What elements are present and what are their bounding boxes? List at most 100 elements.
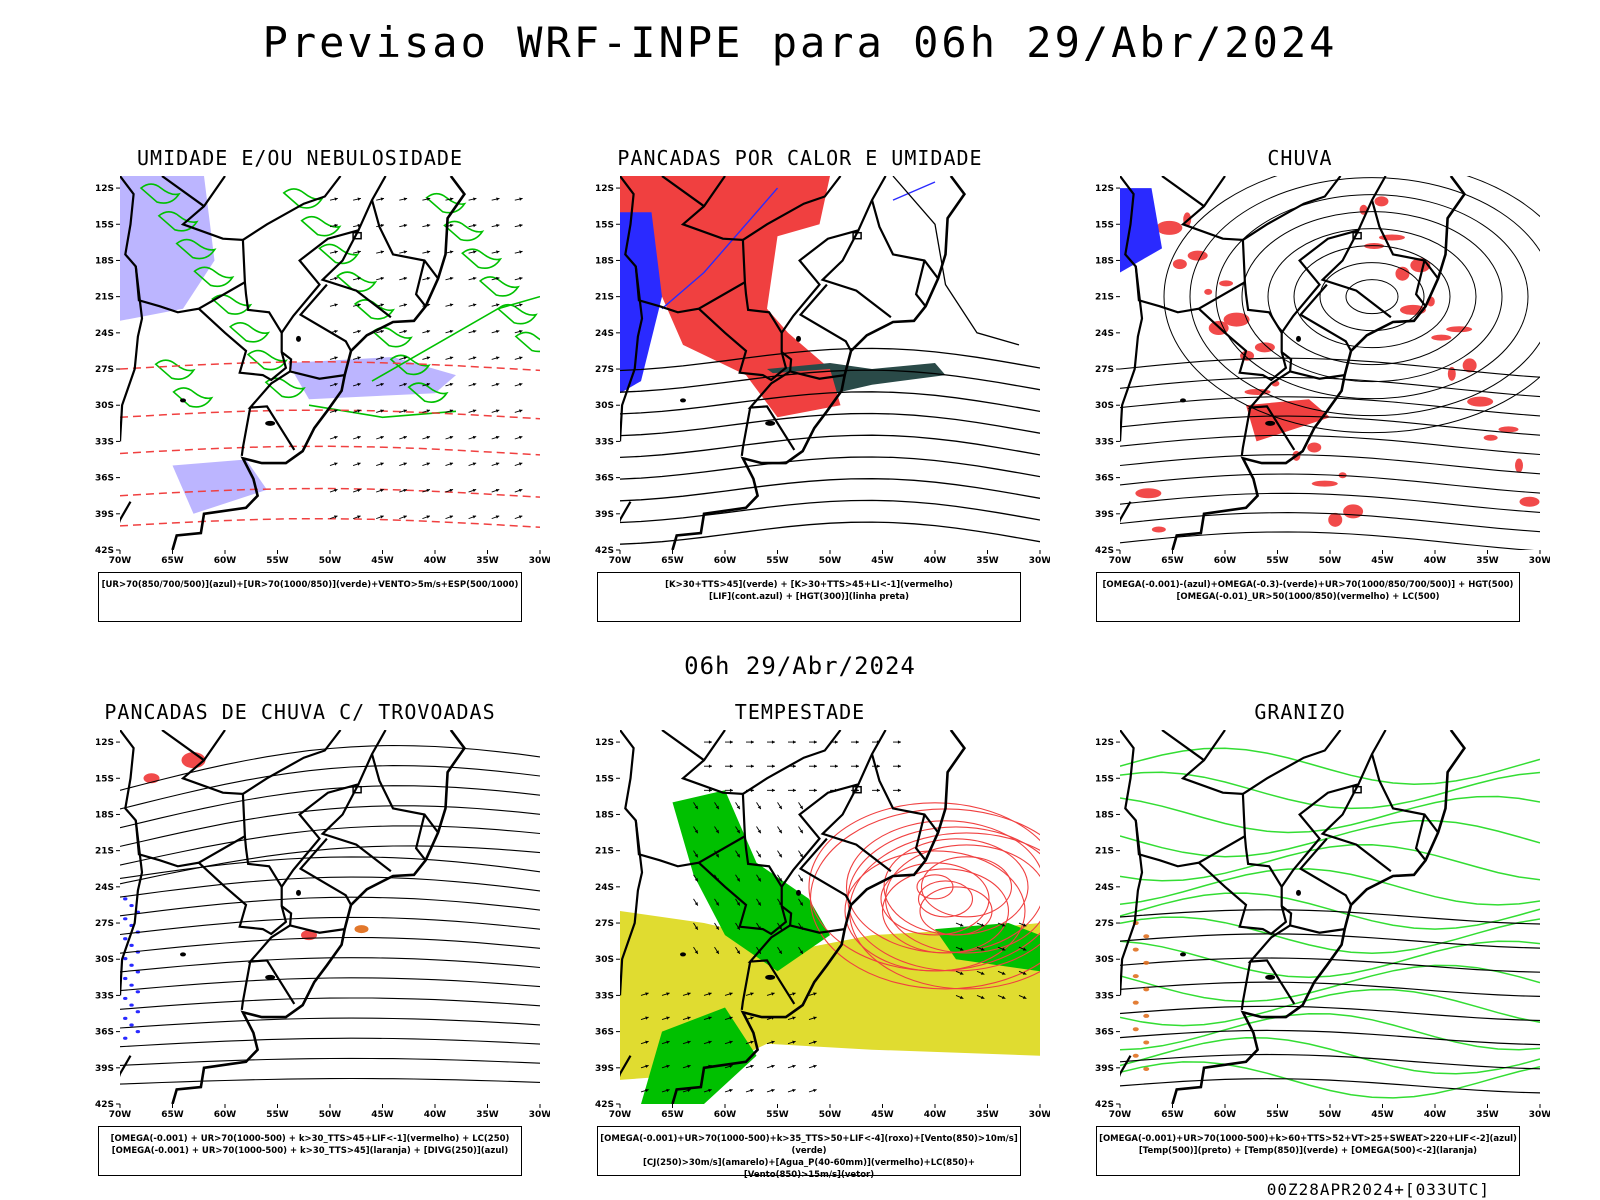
lon-tick-label: 55W [1266,556,1289,566]
rain-red [1156,220,1183,235]
wind-arrowhead [357,303,361,307]
omega-orange [1132,1027,1139,1032]
wind-arrowhead [980,995,985,999]
wind-arrowhead [980,923,985,927]
lat-tick-label: 30S [595,401,614,411]
wind-arrowhead [472,409,477,413]
wind-arrowhead [645,1088,649,1093]
rain-red [1246,399,1330,442]
humidity-contour [172,387,214,408]
wind-arrowhead [834,764,838,768]
wind-arrowhead [449,488,454,493]
legend-line: [OMEGA(-0.001)-(azul)+OMEGA(-0.3)-(verde… [1102,580,1514,590]
wind-arrowhead [357,356,361,360]
divg-blue [135,970,141,974]
humidity-area-blue [120,176,215,321]
lat-tick-label: 18S [595,810,614,820]
humidity-contour [229,322,271,343]
wind-arrowhead [750,1040,754,1044]
country-border [742,176,842,241]
lat-tick-label: 42S [95,1100,114,1110]
wind-arrowhead [799,829,803,834]
lc500-contour [1120,434,1540,456]
wind-arrowhead [876,764,880,768]
lake [1265,974,1276,980]
wind-arrowhead [729,1088,733,1093]
wind-arrowhead [403,329,408,334]
wind-arrowhead [708,788,712,793]
wind-arrowhead [959,947,964,951]
lc500-contour [1120,454,1540,475]
wind-arrowhead [757,902,761,906]
lc500-contour [1120,473,1540,494]
lon-tick-label: 40W [924,1110,947,1120]
wind-arrowhead [495,409,500,413]
lon-tick-label: 40W [1424,1110,1447,1120]
wind-arrowhead [449,435,454,440]
lc250-streamline [120,785,540,829]
lat-tick-label: 36S [595,474,614,484]
temp500-contour [1120,1029,1540,1046]
wind-arrowhead [980,947,985,951]
lat-tick-label: 27S [595,365,614,375]
lc500-contour [1120,512,1540,533]
wind-arrowhead [750,1016,754,1020]
wind-arrowhead [729,740,733,744]
wind-arrowhead [449,223,454,228]
omega-orange [1143,1067,1150,1072]
main-title: Previsao WRF-INPE para 06h 29/Abr/2024 [262,18,1338,67]
wind-arrowhead [426,276,431,281]
hgt-contour [620,369,1040,393]
temp850-contour [1120,1037,1540,1075]
wind-arrowhead [792,788,796,793]
country-border [161,730,205,762]
country-border [620,1055,632,1078]
country-border [1289,924,1345,934]
hgt-contour [620,521,1040,545]
lat-tick-label: 33S [1095,991,1114,1001]
country-border [1320,783,1392,873]
country-border [780,730,887,888]
lc250-streamline [120,845,540,885]
panel-title: GRANIZO [1254,700,1346,724]
wind-arrowhead [792,1088,796,1093]
lake [796,335,801,342]
temp500-contour [1120,1005,1540,1022]
lat-tick-label: 21S [95,293,114,303]
wind-arrowhead [403,435,407,440]
rain-red [1467,396,1494,407]
lc500-contour [1120,357,1540,378]
legend-line: [OMEGA(-0.001) + UR>70(1000-500) + k>30_… [110,1134,510,1144]
wind-arrowhead [449,409,454,413]
wind-arrowhead [357,462,361,466]
lc250-streamline [120,744,540,791]
country-border [247,351,296,451]
lon-tick-label: 45W [871,1110,894,1120]
wind-arrowhead [496,250,500,254]
country-border [620,820,644,996]
lat-tick-label: 12S [1095,738,1114,748]
lake [296,335,301,342]
wind-arrowhead [771,1088,775,1093]
wind-arrowhead [449,515,454,519]
country-border [914,260,927,307]
country-border [120,176,247,314]
panel-title: TEMPESTADE [734,700,866,724]
rain-red [1151,526,1166,533]
lat-tick-label: 24S [95,883,114,893]
country-border [620,730,747,868]
hgt-contour [892,176,1020,346]
wind-arrowhead [403,462,407,466]
lat-tick-label: 42S [95,546,114,556]
country-border [1198,282,1288,382]
lc250-streamline [120,805,540,847]
lc250-streamline [120,1057,540,1066]
lon-tick-label: 70W [1109,556,1132,566]
lat-tick-label: 42S [1095,546,1114,556]
lat-tick-label: 24S [1095,329,1114,339]
wind-arrowhead [334,329,338,334]
country-border [1247,351,1296,451]
wind-arrowhead [380,409,384,413]
lat-tick-label: 33S [95,437,114,447]
